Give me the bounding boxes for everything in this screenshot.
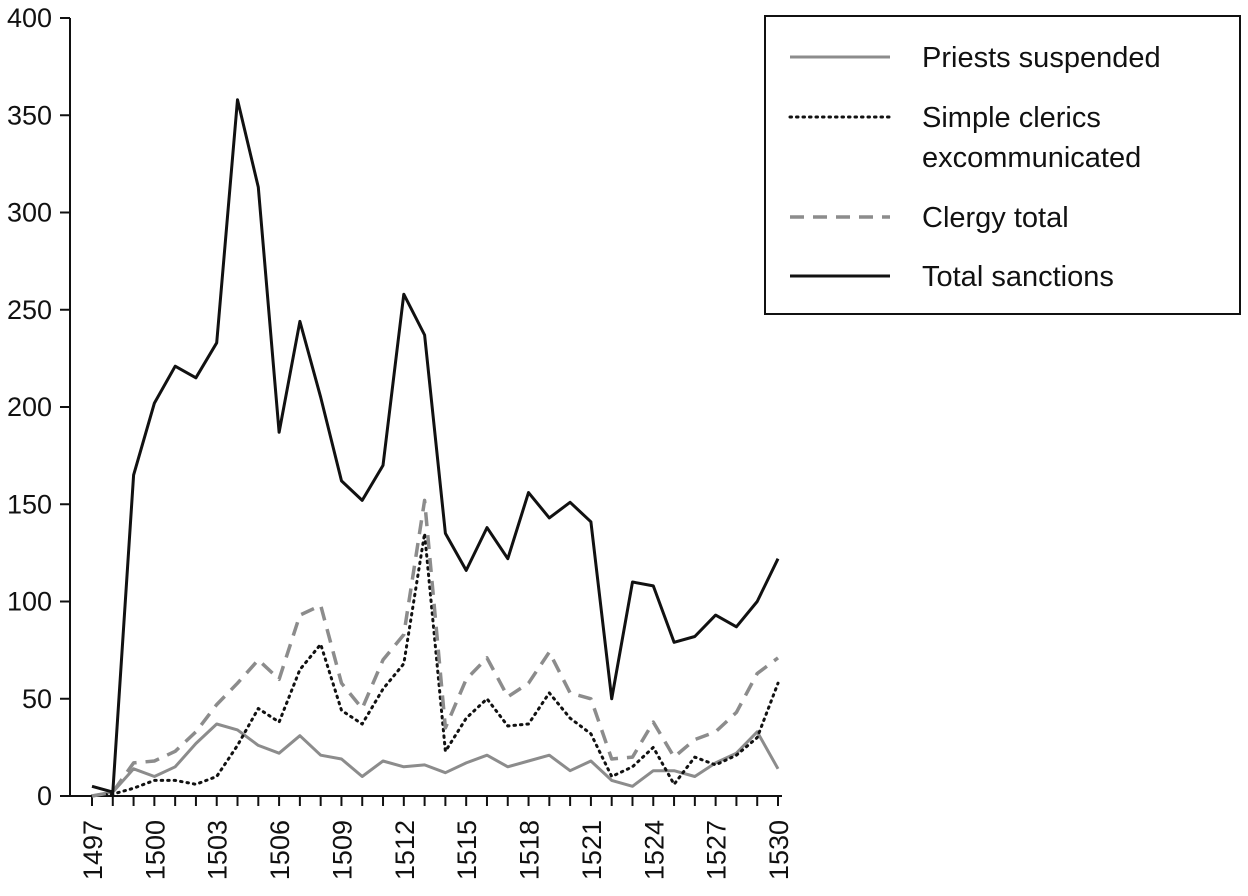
legend-label-3: Total sanctions bbox=[922, 261, 1114, 293]
y-tick-label: 300 bbox=[7, 198, 52, 228]
y-tick-label: 400 bbox=[7, 3, 52, 33]
axes: 0 50 100 150 200 250 300 350 400 1497 1500 1503 1506… bbox=[7, 3, 794, 880]
legend-box bbox=[764, 15, 1241, 315]
x-tick-label: 1503 bbox=[203, 820, 233, 880]
legend-label-0: Priests suspended bbox=[922, 42, 1161, 74]
x-tick-label: 1506 bbox=[265, 820, 295, 880]
x-tick-label: 1527 bbox=[702, 820, 732, 880]
series-line-0 bbox=[91, 722, 780, 798]
x-tick-label: 1497 bbox=[78, 820, 108, 880]
legend-label-line: Simple clerics bbox=[922, 102, 1101, 134]
series-line-1 bbox=[90, 531, 780, 798]
y-tick-label: 200 bbox=[7, 392, 52, 422]
series-line-3 bbox=[91, 98, 780, 794]
x-tick-label: 1530 bbox=[764, 820, 794, 880]
legend-label-1: Simple clerics excommunicated bbox=[922, 102, 1141, 174]
legend: Priests suspended Simple clerics excommuni… bbox=[764, 15, 1241, 315]
x-tick-label: 1509 bbox=[327, 820, 357, 880]
x-tick-label: 1515 bbox=[452, 820, 482, 880]
x-tick-label: 1524 bbox=[639, 820, 669, 880]
y-tick-label: 350 bbox=[7, 100, 52, 130]
x-tick-label: 1500 bbox=[140, 820, 170, 880]
y-tick-label: 0 bbox=[37, 781, 52, 811]
x-tick-label: 1518 bbox=[515, 820, 545, 880]
x-tick-label: 1521 bbox=[577, 820, 607, 880]
x-tick-label: 1512 bbox=[390, 820, 420, 880]
series-line-2 bbox=[91, 498, 780, 798]
y-tick-label: 100 bbox=[7, 587, 52, 617]
series-layer bbox=[90, 98, 780, 798]
y-tick-label: 250 bbox=[7, 295, 52, 325]
legend-label-line: excommunicated bbox=[922, 142, 1141, 174]
y-tick-label: 50 bbox=[22, 684, 52, 714]
legend-label-2: Clergy total bbox=[922, 202, 1069, 234]
y-tick-label: 150 bbox=[7, 489, 52, 519]
